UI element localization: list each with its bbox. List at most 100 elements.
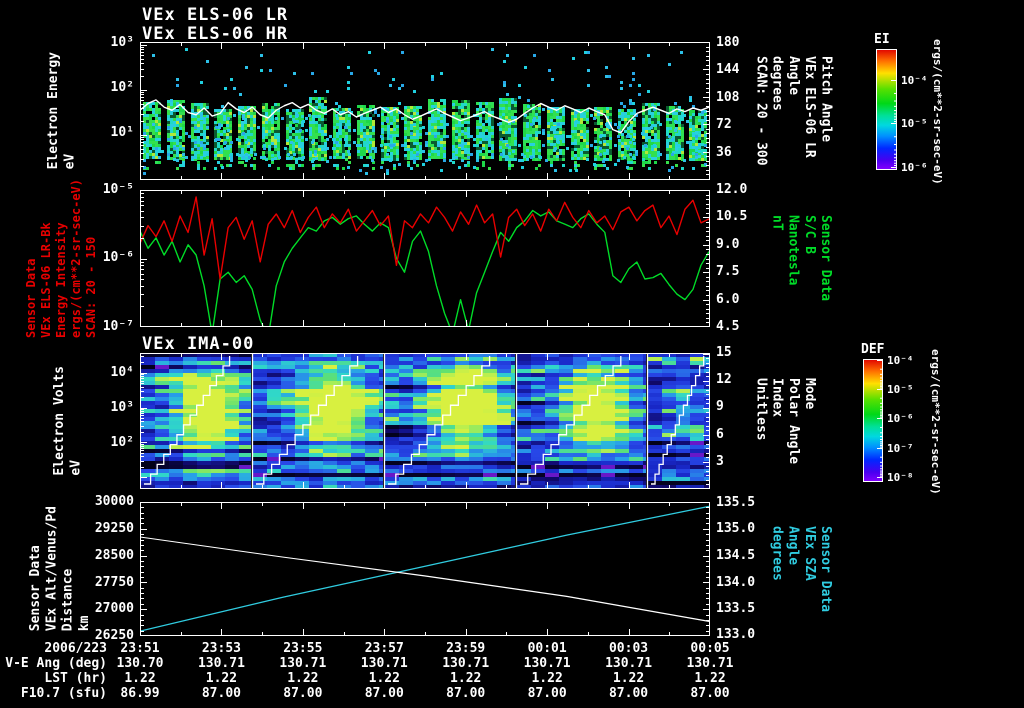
table-cell: 1.22 xyxy=(450,671,482,686)
y-axis-right-tick-label: 180 xyxy=(716,35,740,50)
panel1-left-axis-label-text: Electron Energy eV xyxy=(46,52,78,170)
colorbar-EI-gradient xyxy=(876,49,897,170)
time-label: 23:53 xyxy=(201,641,241,656)
panel2-left-axis-label-text: Sensor Data VEx ELS-06 LR-Bk Energy Inte… xyxy=(24,178,98,338)
y-axis-right-tick-label: 133.0 xyxy=(716,627,756,642)
y-axis-right-tick-label: 134.5 xyxy=(716,548,756,563)
time-label: 23:51 xyxy=(120,641,160,656)
table-cell: 130.71 xyxy=(605,656,653,671)
y-axis-right-tick-label: 9.0 xyxy=(716,237,740,252)
y-axis-right-tick-label: 72 xyxy=(716,117,732,132)
table-cell: 1.22 xyxy=(124,671,156,686)
table-cell: 87.00 xyxy=(690,686,730,701)
table-cell: 1.22 xyxy=(287,671,319,686)
table-row-label: F10.7 (sfu) xyxy=(20,686,107,701)
y-axis-right-tick-label: 12 xyxy=(716,372,732,387)
colorbar-DEF-tick-label: 10⁻⁷ xyxy=(887,442,914,455)
y-axis-right-tick-label: 7.5 xyxy=(716,264,740,279)
y-axis-right-tick-label: 4.5 xyxy=(716,319,740,334)
table-cell: 130.71 xyxy=(360,656,408,671)
table-cell: 1.22 xyxy=(531,671,563,686)
y-axis-tick-label: 26250 xyxy=(94,628,134,643)
y-axis-tick-label: 30000 xyxy=(94,494,134,509)
colorbar-DEF-tick-label: 10⁻⁶ xyxy=(887,412,914,425)
y-axis-tick-label: 10⁻⁷ xyxy=(102,319,134,334)
y-axis-right-tick-label: 9 xyxy=(716,399,724,414)
colorbar-DEF-tick-label: 10⁻⁴ xyxy=(887,354,914,367)
table-cell: 130.70 xyxy=(116,656,164,671)
y-axis-right-tick-label: 135.0 xyxy=(716,521,756,536)
colorbar-EI-units: ergs/(cm**2-sr-sec-eV) xyxy=(930,39,944,185)
table-cell: 1.22 xyxy=(694,671,726,686)
colorbar-EI-tick-label: 10⁻⁶ xyxy=(901,161,928,174)
time-label: 23:59 xyxy=(446,641,486,656)
table-cell: 130.71 xyxy=(442,656,490,671)
y-axis-tick-label: 28500 xyxy=(94,548,134,563)
time-label: 00:03 xyxy=(608,641,649,656)
table-cell: 86.99 xyxy=(120,686,160,701)
panel3-title: VEx IMA-00 xyxy=(142,334,255,354)
y-axis-tick-label: 29250 xyxy=(94,521,134,536)
y-axis-right-tick-label: 12.0 xyxy=(716,182,748,197)
table-cell: 130.71 xyxy=(197,656,245,671)
table-cell: 130.71 xyxy=(523,656,571,671)
altitude-sza-line-canvas xyxy=(140,502,710,636)
y-axis-tick-label: 10³ xyxy=(110,35,134,50)
y-axis-tick-label: 10³ xyxy=(110,400,134,415)
table-row-label: V-E Ang (deg) xyxy=(5,656,107,671)
table-cell: 130.71 xyxy=(686,656,734,671)
colorbar-DEF-units: ergs/(cm**2-sr-sec-eV) xyxy=(928,349,942,495)
colorbar-EI-tick-label: 10⁻⁴ xyxy=(901,74,928,87)
intensity-bfield-line-canvas xyxy=(140,190,710,327)
colorbar-DEF-title: DEF xyxy=(861,342,885,357)
y-axis-right-tick-label: 135.5 xyxy=(716,495,756,510)
y-axis-right-tick-label: 15 xyxy=(716,345,732,360)
colorbar-DEF-gradient xyxy=(863,359,883,482)
panel1-title-line2: VEx ELS-06 HR xyxy=(142,24,289,44)
panel1-title-line1: VEx ELS-06 LR xyxy=(142,5,289,25)
y-axis-tick-label: 10⁻⁶ xyxy=(102,250,134,265)
y-axis-tick-label: 10⁻⁵ xyxy=(102,182,134,197)
colorbar-DEF-tick-label: 10⁻⁸ xyxy=(887,471,914,484)
y-axis-tick-label: 27750 xyxy=(94,575,134,590)
time-label: 00:01 xyxy=(527,641,567,656)
colorbar-DEF-tick-label: 10⁻⁵ xyxy=(887,383,914,396)
panel4-left-axis-label-text: Sensor Data VEx Alt/Venus/Pd Distance km xyxy=(28,506,92,632)
panel2-right-axis-label-text: Sensor Data S/C B Nanotesla nT xyxy=(769,214,833,302)
table-cell: 130.71 xyxy=(279,656,327,671)
table-cell: 87.00 xyxy=(201,686,241,701)
y-axis-tick-label: 10¹ xyxy=(110,125,134,140)
y-axis-tick-label: 10² xyxy=(110,435,134,450)
els-energy-spectrogram-canvas xyxy=(140,42,710,180)
panel1-right-axis-label-text: Pitch Angle VEx ELS-06 LR Angle degrees … xyxy=(753,56,834,166)
panel3-right-axis-label-text: Mode Polar Angle Index Unitless xyxy=(753,377,817,465)
y-axis-right-tick-label: 36 xyxy=(716,145,732,160)
table-cell: 87.00 xyxy=(283,686,323,701)
table-cell: 1.22 xyxy=(205,671,238,686)
y-axis-right-tick-label: 144 xyxy=(716,62,740,77)
table-cell: 87.00 xyxy=(527,686,567,701)
y-axis-tick-label: 10² xyxy=(110,80,134,95)
panel3-left-axis-label-text: Electron Volts eV xyxy=(52,366,84,476)
table-row-label: LST (hr) xyxy=(44,671,107,686)
colorbar-EI-title: EI xyxy=(874,32,890,47)
colorbar-EI-tick-label: 10⁻⁵ xyxy=(901,117,928,130)
y-axis-right-tick-label: 133.5 xyxy=(716,601,756,616)
y-axis-right-tick-label: 6.0 xyxy=(716,292,740,307)
y-axis-tick-label: 27000 xyxy=(94,601,134,616)
table-cell: 1.22 xyxy=(612,671,645,686)
y-axis-right-tick-label: 6 xyxy=(716,427,724,442)
time-label: 00:05 xyxy=(690,641,730,656)
y-axis-right-tick-label: 108 xyxy=(716,90,740,105)
time-label: 23:55 xyxy=(283,641,323,656)
table-cell: 87.00 xyxy=(364,686,404,701)
date-label: 2006/223 xyxy=(44,641,107,656)
table-cell: 87.00 xyxy=(446,686,486,701)
table-cell: 87.00 xyxy=(608,686,649,701)
ima-spectrogram-canvas xyxy=(140,353,710,489)
y-axis-right-tick-label: 3 xyxy=(716,454,724,469)
y-axis-right-tick-label: 10.5 xyxy=(716,209,748,224)
time-label: 23:57 xyxy=(364,641,404,656)
y-axis-right-tick-label: 134.0 xyxy=(716,575,756,590)
